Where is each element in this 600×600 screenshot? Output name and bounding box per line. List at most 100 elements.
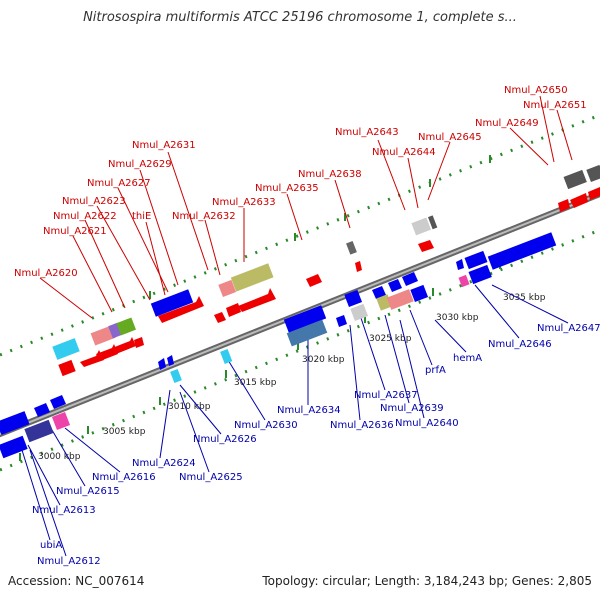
gene-feature: [487, 232, 557, 270]
bottom-strand-features: [0, 232, 557, 459]
gene-label: prfA: [425, 365, 446, 376]
gene-label: Nmul_A2613: [32, 505, 96, 516]
gene-feature: [167, 355, 174, 366]
gene-feature: [90, 325, 116, 346]
gene-label: Nmul_A2616: [92, 472, 156, 483]
gene-label: Nmul_A2636: [330, 420, 394, 431]
gene-feature: [402, 272, 418, 286]
gene-feature: [456, 259, 464, 270]
accession-text: Accession: NC_007614: [8, 574, 145, 588]
gene-feature: [350, 303, 369, 322]
gene-label: Nmul_A2647: [537, 323, 600, 334]
gene-label: Nmul_A2630: [234, 420, 298, 431]
gene-label: Nmul_A2621: [43, 226, 107, 237]
gene-feature: [158, 358, 166, 370]
gene-feature: [238, 288, 276, 312]
gene-label: Nmul_A2643: [335, 127, 399, 138]
gene-label: Nmul_A2624: [132, 458, 196, 469]
gene-feature: [458, 274, 470, 288]
gene-feature: [586, 164, 600, 183]
gene-feature: [411, 217, 431, 236]
gene-feature: [218, 279, 237, 298]
gene-feature: [286, 319, 328, 347]
gene-feature: [226, 303, 241, 317]
top-leader-lines: [39, 95, 573, 319]
gene-label: Nmul_A2620: [14, 268, 78, 279]
scale-label: 3030 kbp: [436, 313, 479, 323]
scale-labels: 3000 kbp 3005 kbp 3010 kbp 3015 kbp 3020…: [38, 293, 546, 462]
gene-label: Nmul_A2644: [372, 147, 436, 158]
gene-feature: [50, 395, 66, 409]
gene-label: Nmul_A2622: [53, 211, 117, 222]
gene-label: Nmul_A2639: [380, 403, 444, 414]
gene-feature: [418, 240, 434, 252]
gene-feature: [214, 312, 226, 323]
gene-label: Nmul_A2634: [277, 405, 341, 416]
gene-label: Nmul_A2650: [504, 85, 568, 96]
gene-feature: [134, 337, 144, 348]
gene-feature: [464, 250, 488, 270]
gene-feature: [346, 240, 357, 255]
gene-label: Nmul_A2631: [132, 140, 196, 151]
gene-feature: [355, 261, 362, 272]
bottom-labels: Nmul_A2647 Nmul_A2646 hemA prfA Nmul_A26…: [32, 323, 600, 567]
gene-feature: [563, 169, 587, 190]
gene-label: Nmul_A2627: [87, 178, 151, 189]
scale-label: 3000 kbp: [38, 452, 81, 462]
gene-feature: [570, 193, 588, 208]
scale-label: 3010 kbp: [168, 402, 211, 412]
gene-feature: [34, 403, 50, 417]
gene-label: Nmul_A2633: [212, 197, 276, 208]
map-title: Nitrosospira multiformis ATCC 25196 chro…: [83, 10, 517, 25]
gene-label: Nmul_A2649: [475, 118, 539, 129]
gene-feature: [588, 187, 600, 200]
gene-feature: [468, 264, 492, 285]
gene-label: ubiA: [40, 540, 62, 551]
gene-feature: [388, 279, 402, 292]
scale-label: 3035 kbp: [503, 293, 546, 303]
scale-label: 3020 kbp: [302, 355, 345, 365]
gene-feature: [386, 289, 414, 310]
gene-feature: [58, 359, 76, 377]
scale-label: 3015 kbp: [234, 378, 277, 388]
gene-label: Nmul_A2629: [108, 159, 172, 170]
gene-feature: [24, 419, 54, 443]
topology-summary: Topology: circular; Length: 3,184,243 bp…: [262, 574, 592, 588]
gene-feature: [112, 337, 136, 354]
gene-label: Nmul_A2640: [395, 418, 459, 429]
gene-feature: [150, 289, 194, 317]
gene-label: Nmul_A2638: [298, 169, 362, 180]
gene-label: Nmul_A2632: [172, 211, 236, 222]
scale-label: 3005 kbp: [103, 427, 146, 437]
gene-feature: [344, 289, 363, 308]
gene-feature: [410, 284, 429, 303]
gene-feature: [336, 315, 347, 327]
gene-label: Nmul_A2626: [193, 434, 257, 445]
gene-feature: [306, 274, 322, 287]
gene-label: hemA: [453, 353, 482, 364]
gene-feature: [0, 411, 30, 435]
scale-label: 3025 kbp: [369, 334, 412, 344]
gene-label: Nmul_A2623: [62, 196, 126, 207]
gene-label: Nmul_A2651: [523, 100, 587, 111]
gene-feature: [116, 317, 136, 336]
bottom-leader-lines: [21, 284, 569, 557]
gene-feature: [558, 199, 570, 212]
gene-feature: [52, 338, 80, 360]
gene-label: Nmul_A2625: [179, 472, 243, 483]
gene-label: Nmul_A2637: [354, 390, 418, 401]
gene-feature: [230, 263, 274, 292]
gene-label: Nmul_A2615: [56, 486, 120, 497]
gene-feature: [220, 348, 233, 364]
gene-feature: [427, 215, 438, 230]
gene-label: Nmul_A2635: [255, 183, 319, 194]
gene-feature: [0, 435, 28, 459]
gene-label: thiE: [132, 211, 151, 222]
gene-label: Nmul_A2646: [488, 339, 552, 350]
gene-feature: [170, 368, 182, 384]
gene-feature: [51, 411, 71, 431]
gene-feature: [158, 296, 204, 323]
gene-label: Nmul_A2612: [37, 556, 101, 567]
gene-feature: [372, 286, 386, 299]
